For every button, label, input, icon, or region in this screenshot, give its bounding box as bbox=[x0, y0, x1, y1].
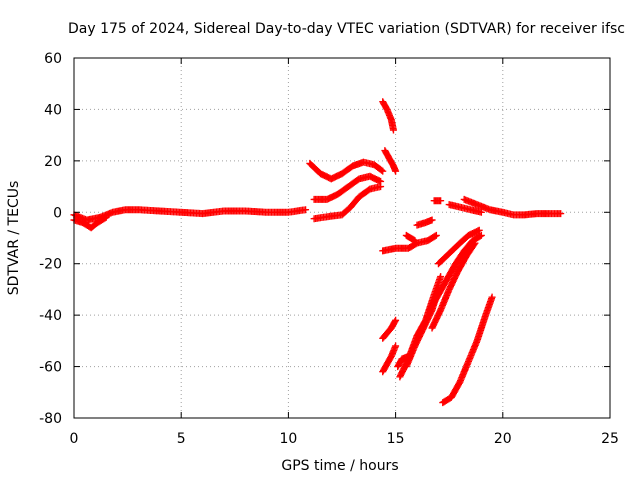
x-tick-label: 25 bbox=[601, 431, 619, 447]
y-tick-label: -40 bbox=[39, 308, 62, 324]
y-tick-label: -80 bbox=[39, 411, 62, 427]
data-point bbox=[102, 213, 110, 221]
grid bbox=[74, 58, 610, 418]
y-tick-label: -20 bbox=[39, 257, 62, 273]
x-tick-label: 5 bbox=[177, 431, 186, 447]
data-point bbox=[392, 167, 400, 175]
x-tick-label: 15 bbox=[387, 431, 405, 447]
data-point bbox=[377, 183, 385, 191]
data-point bbox=[411, 237, 419, 245]
x-tick-label: 0 bbox=[70, 431, 79, 447]
data-point bbox=[475, 226, 483, 234]
data-point bbox=[432, 231, 440, 239]
data-point bbox=[428, 216, 436, 224]
y-tick-label: 40 bbox=[44, 102, 62, 118]
axis-ticks: 0 5 10 15 20 25 -80 -60 -40 -20 0 20 40 60 bbox=[39, 51, 619, 447]
data-point bbox=[302, 206, 310, 214]
data-point bbox=[389, 126, 397, 134]
x-tick-label: 20 bbox=[494, 431, 512, 447]
x-axis-label: GPS time / hours bbox=[281, 458, 398, 474]
data-point bbox=[378, 166, 386, 174]
data-point bbox=[488, 293, 496, 301]
plot-frame bbox=[73, 57, 611, 419]
y-tick-label: 20 bbox=[44, 154, 62, 170]
data-point bbox=[391, 318, 399, 326]
data-point bbox=[557, 210, 565, 218]
y-tick-label: -60 bbox=[39, 360, 62, 376]
data-point bbox=[470, 240, 478, 248]
data-point bbox=[471, 239, 479, 247]
data-point bbox=[379, 167, 387, 175]
data-point bbox=[437, 273, 445, 281]
data-point bbox=[437, 197, 445, 205]
y-tick-label: 0 bbox=[53, 205, 62, 221]
data-point bbox=[477, 208, 485, 216]
data-points bbox=[70, 98, 565, 407]
data-point bbox=[431, 232, 439, 240]
y-axis-label: SDTVAR / TECUs bbox=[6, 181, 22, 296]
data-point bbox=[392, 316, 400, 324]
data-point bbox=[476, 232, 484, 240]
chart-title: Day 175 of 2024, Sidereal Day-to-day VTE… bbox=[68, 21, 625, 37]
data-point bbox=[477, 231, 485, 239]
data-point bbox=[101, 214, 109, 222]
x-tick-label: 10 bbox=[279, 431, 297, 447]
data-point bbox=[392, 342, 400, 350]
y-tick-label: 60 bbox=[44, 51, 62, 67]
